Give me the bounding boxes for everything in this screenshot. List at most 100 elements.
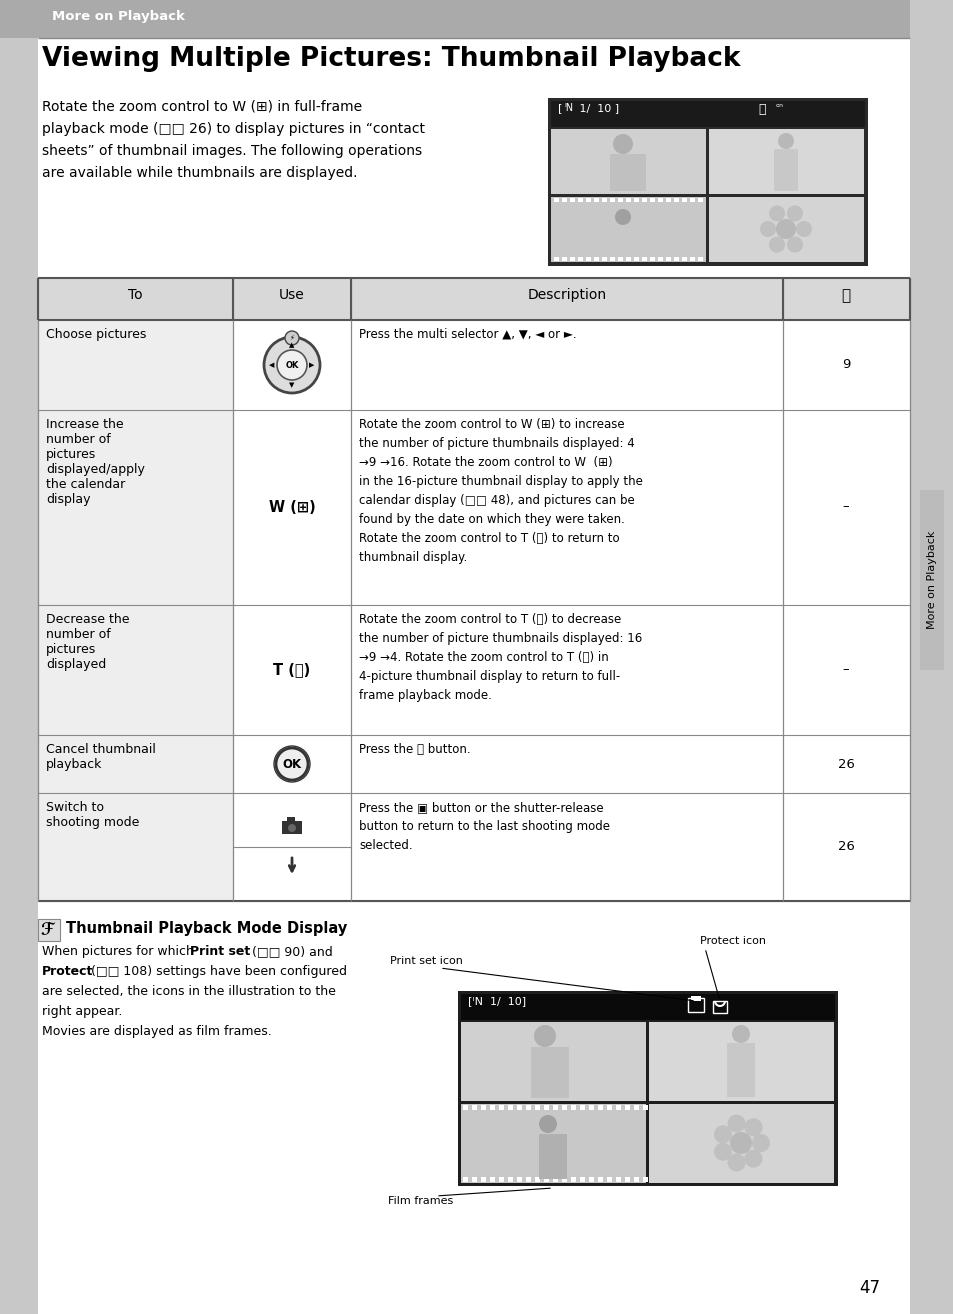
Bar <box>553 1177 558 1183</box>
Bar <box>480 1105 485 1110</box>
Text: OK: OK <box>285 360 298 369</box>
Bar <box>38 794 233 901</box>
Bar <box>609 198 615 202</box>
Bar <box>561 258 566 261</box>
Text: Cancel thumbnail
playback: Cancel thumbnail playback <box>46 742 155 771</box>
Bar <box>708 197 863 261</box>
Bar <box>531 1047 568 1099</box>
Circle shape <box>768 205 784 222</box>
Bar <box>498 1105 503 1110</box>
Bar <box>634 198 639 202</box>
Bar <box>462 1177 468 1183</box>
Bar <box>571 1105 576 1110</box>
Bar <box>624 1177 629 1183</box>
Bar <box>0 0 953 38</box>
Text: Protect icon: Protect icon <box>700 936 765 946</box>
Text: ᴵN: ᴵN <box>563 102 573 113</box>
Circle shape <box>786 205 802 222</box>
Text: Rotate the zoom control to T (ⓠ) to return to: Rotate the zoom control to T (ⓠ) to retu… <box>358 532 619 545</box>
Bar <box>472 1105 476 1110</box>
Bar <box>658 258 662 261</box>
Text: (□□ 90) and: (□□ 90) and <box>248 945 333 958</box>
Bar <box>687 999 703 1012</box>
Text: found by the date on which they were taken.: found by the date on which they were tak… <box>358 512 624 526</box>
Bar <box>553 1105 558 1110</box>
Text: the number of picture thumbnails displayed: 16: the number of picture thumbnails display… <box>358 632 641 645</box>
Circle shape <box>534 1025 556 1047</box>
Bar <box>601 198 606 202</box>
Bar <box>585 258 590 261</box>
Circle shape <box>713 1125 731 1143</box>
Text: Print set: Print set <box>190 945 250 958</box>
Text: Press the ▣ button or the shutter-release: Press the ▣ button or the shutter-releas… <box>358 802 603 813</box>
Bar <box>38 410 233 604</box>
Text: 47: 47 <box>858 1279 879 1297</box>
Text: Decrease the
number of
pictures
displayed: Decrease the number of pictures displaye… <box>46 614 130 671</box>
Text: –: – <box>841 664 848 677</box>
Text: Rotate the zoom control to W (⊞) to increase: Rotate the zoom control to W (⊞) to incr… <box>358 418 624 431</box>
Bar <box>665 258 670 261</box>
Bar <box>535 1105 539 1110</box>
Bar <box>642 1177 647 1183</box>
Bar <box>561 198 566 202</box>
Circle shape <box>285 331 298 346</box>
Text: Print set icon: Print set icon <box>390 957 462 966</box>
Text: →9 →16. Rotate the zoom control to W  (⊞): →9 →16. Rotate the zoom control to W (⊞) <box>358 456 612 469</box>
Text: right appear.: right appear. <box>42 1005 122 1018</box>
Bar <box>598 1105 602 1110</box>
Text: Viewing Multiple Pictures: Thumbnail Playback: Viewing Multiple Pictures: Thumbnail Pla… <box>42 46 740 72</box>
Bar <box>634 1177 639 1183</box>
Text: W (⊞): W (⊞) <box>269 499 315 515</box>
Bar <box>634 1105 639 1110</box>
Bar <box>673 198 679 202</box>
Bar <box>551 101 864 127</box>
Bar <box>525 1177 531 1183</box>
Circle shape <box>778 133 793 148</box>
Text: selected.: selected. <box>358 840 413 851</box>
Bar <box>38 735 233 794</box>
Bar <box>578 198 582 202</box>
Text: ⚡: ⚡ <box>290 335 294 342</box>
Text: Use: Use <box>279 288 305 302</box>
Bar <box>689 258 695 261</box>
Bar <box>618 258 622 261</box>
Text: sheets” of thumbnail images. The following operations: sheets” of thumbnail images. The followi… <box>42 145 421 158</box>
Text: button to return to the last shooting mode: button to return to the last shooting mo… <box>358 820 609 833</box>
Bar <box>634 258 639 261</box>
Bar <box>681 198 686 202</box>
Bar <box>571 1177 576 1183</box>
Bar <box>38 321 233 410</box>
Bar <box>233 410 909 604</box>
Bar <box>598 1177 602 1183</box>
Bar <box>569 198 575 202</box>
Bar <box>588 1105 594 1110</box>
Bar <box>38 604 233 735</box>
Bar <box>726 1043 754 1097</box>
Text: More on Playback: More on Playback <box>52 11 185 24</box>
Bar <box>551 129 705 194</box>
Bar <box>585 198 590 202</box>
Bar <box>642 1105 647 1110</box>
Bar <box>601 258 606 261</box>
Text: Press the ⓞ button.: Press the ⓞ button. <box>358 742 470 756</box>
Text: ▲: ▲ <box>289 342 294 348</box>
Bar <box>609 258 615 261</box>
Circle shape <box>743 1150 761 1168</box>
Text: Press the multi selector ▲, ▼, ◄ or ►.: Press the multi selector ▲, ▼, ◄ or ►. <box>358 328 576 342</box>
Text: calendar display (□□ 48), and pictures can be: calendar display (□□ 48), and pictures c… <box>358 494 634 507</box>
Circle shape <box>727 1154 744 1172</box>
Text: Thumbnail Playback Mode Display: Thumbnail Playback Mode Display <box>66 921 347 936</box>
Bar <box>641 258 646 261</box>
Circle shape <box>775 219 795 239</box>
Circle shape <box>615 209 630 225</box>
Text: ▼: ▼ <box>289 382 294 388</box>
Bar <box>543 1105 548 1110</box>
Text: thumbnail display.: thumbnail display. <box>358 551 467 564</box>
Bar <box>233 321 909 410</box>
Bar <box>689 198 695 202</box>
Circle shape <box>288 824 295 832</box>
Bar <box>543 1177 548 1183</box>
Bar <box>616 1105 620 1110</box>
Bar <box>561 1105 566 1110</box>
Bar <box>625 258 630 261</box>
